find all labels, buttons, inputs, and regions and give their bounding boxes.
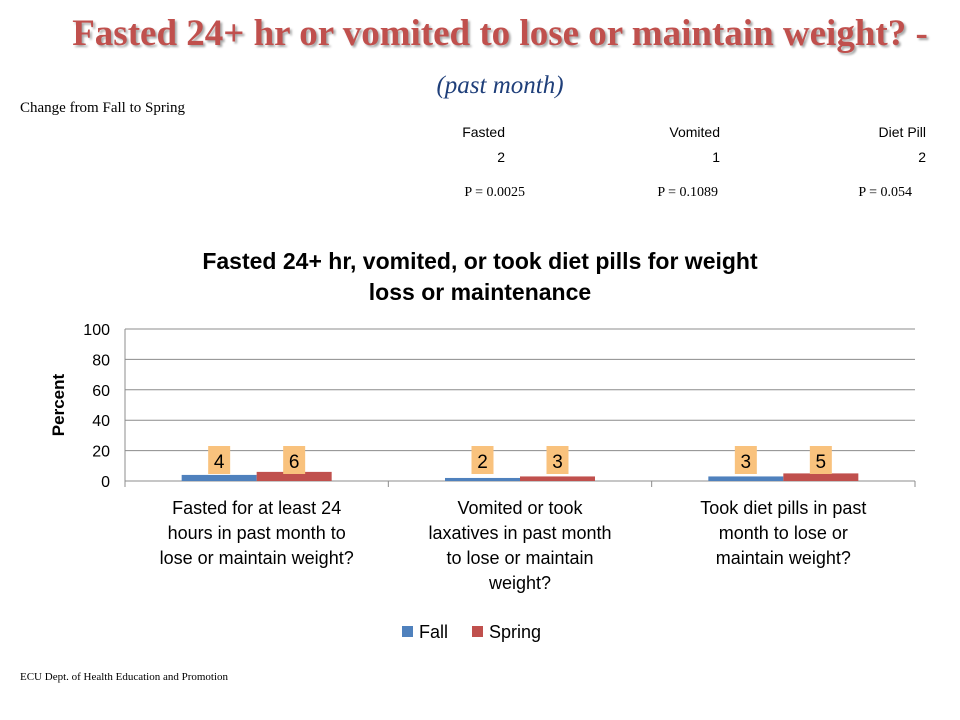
y-tick-label: 100	[83, 322, 110, 339]
y-tick-label: 80	[92, 352, 110, 369]
data-label: 4	[214, 452, 225, 473]
data-label-background	[809, 446, 832, 474]
legend-label-spring: Spring	[489, 622, 541, 642]
legend-swatch-spring	[472, 626, 483, 637]
slide-title-sub: (past month)	[436, 72, 564, 99]
data-label-background	[734, 446, 757, 474]
slide-title: Fasted 24+ hr or vomited to lose or main…	[60, 10, 940, 110]
x-category-label: hours in past month to	[168, 523, 346, 543]
legend-label-fall: Fall	[419, 622, 448, 642]
bar-spring	[520, 476, 595, 481]
stat-value-diet-pill: 2	[918, 149, 926, 165]
x-category-label: to lose or maintain	[446, 548, 593, 568]
stat-label-diet-pill: Diet Pill	[878, 124, 926, 140]
data-label: 5	[816, 452, 827, 473]
data-label: 3	[741, 452, 752, 473]
bar-fall	[181, 474, 257, 481]
bar-fall	[445, 477, 520, 481]
x-category-label: weight?	[488, 573, 551, 593]
stat-value-fasted: 2	[497, 149, 505, 165]
data-label-background	[546, 446, 569, 474]
chart-title: Fasted 24+ hr, vomited, or took diet pil…	[110, 246, 850, 308]
bar-spring	[783, 473, 859, 481]
x-category-label: maintain weight?	[716, 548, 851, 568]
chart-title-line-2: loss or maintenance	[368, 279, 592, 305]
legend-swatch-fall	[402, 626, 413, 637]
x-category-label: Fasted for at least 24	[172, 498, 341, 518]
data-label-background	[471, 446, 494, 474]
y-tick-label: 0	[101, 474, 110, 491]
x-category-label: lose or maintain weight?	[160, 548, 354, 568]
pvalue-vomited: P = 0.1089	[657, 185, 718, 200]
stat-label-vomited: Vomited	[669, 124, 720, 140]
y-tick-label: 60	[92, 383, 110, 400]
y-tick-label: 40	[92, 413, 110, 430]
stat-label-fasted: Fasted	[462, 124, 505, 140]
bar-fall	[708, 476, 784, 481]
data-label-background	[283, 446, 306, 474]
change-label: Change from Fall to Spring	[20, 100, 185, 116]
data-label: 2	[477, 452, 488, 473]
pvalue-fasted: P = 0.0025	[464, 185, 525, 200]
x-category-label: month to lose or	[719, 523, 848, 543]
footer-credit: ECU Dept. of Health Education and Promot…	[20, 671, 229, 683]
data-label: 3	[552, 452, 563, 473]
stat-value-vomited: 1	[712, 149, 720, 165]
data-label: 6	[289, 452, 300, 473]
y-axis-title: Percent	[49, 373, 68, 436]
slide-title-main: Fasted 24+ hr or vomited to lose or main…	[72, 13, 928, 54]
x-category-label: Vomited or took	[457, 498, 583, 518]
data-label-background	[208, 446, 231, 474]
x-category-label: laxatives in past month	[428, 523, 611, 543]
y-tick-label: 20	[92, 444, 110, 461]
chart-title-line-1: Fasted 24+ hr, vomited, or took diet pil…	[202, 248, 758, 274]
bar-spring	[256, 471, 332, 481]
x-category-label: Took diet pills in past	[700, 498, 866, 518]
pvalue-diet-pill: P = 0.054	[858, 185, 912, 200]
